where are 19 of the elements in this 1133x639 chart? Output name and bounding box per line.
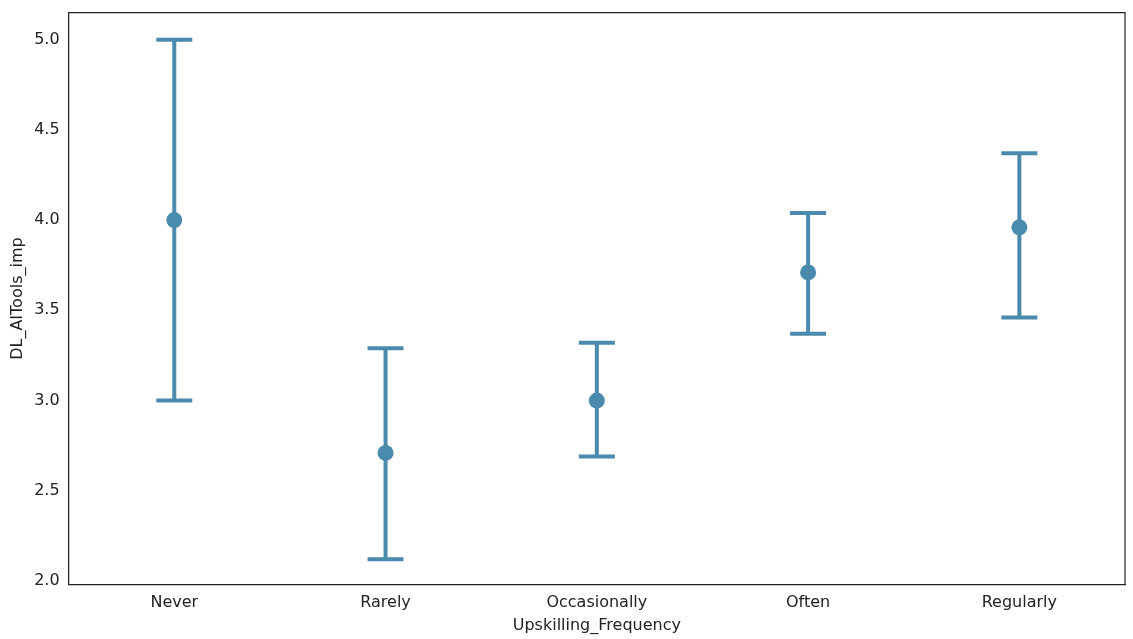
x-tick-label: Occasionally	[546, 592, 648, 612]
y-tick-label: 2.0	[34, 570, 60, 590]
x-tick-label: Never	[150, 592, 199, 612]
y-tick-label: 4.5	[34, 119, 60, 139]
x-tick-label: Often	[785, 592, 831, 612]
y-tick-label: 3.5	[34, 299, 60, 319]
y-tick-label: 4.0	[34, 209, 60, 229]
y-axis-title: DL_AITools_imp	[6, 237, 27, 360]
y-tick-label: 2.5	[34, 479, 60, 499]
y-tick-label: 3.0	[34, 389, 60, 409]
y-tick-label: 5.0	[34, 28, 60, 48]
point	[377, 444, 394, 461]
x-tick-label: Rarely	[360, 592, 411, 612]
x-tick-label: Regularly	[981, 592, 1058, 612]
x-axis-title: Upskilling_Frequency	[512, 614, 681, 635]
point	[1011, 219, 1028, 236]
point	[588, 392, 605, 409]
point	[800, 264, 817, 281]
point	[166, 212, 183, 229]
